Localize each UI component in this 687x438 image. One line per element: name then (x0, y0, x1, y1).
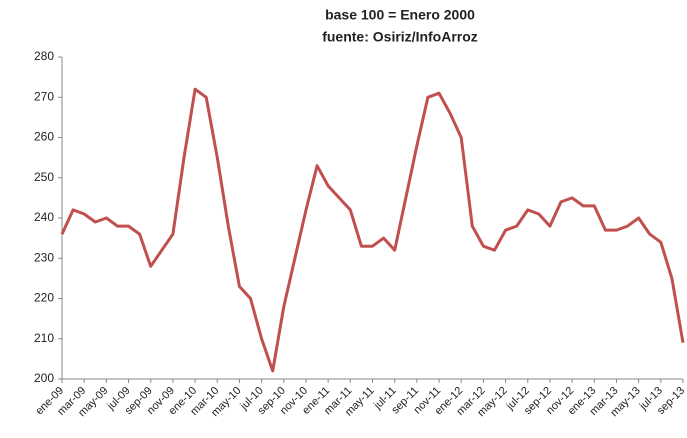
y-tick-label: 240 (34, 210, 54, 224)
y-tick-label: 230 (34, 250, 54, 264)
y-tick-label: 210 (34, 331, 54, 345)
y-tick-label: 200 (34, 371, 54, 385)
chart-subtitle: fuente: Osiriz/InfoArroz (322, 29, 478, 45)
y-tick-label: 280 (34, 49, 54, 63)
chart-title: base 100 = Enero 2000 (325, 7, 475, 23)
y-tick-label: 260 (34, 130, 54, 144)
y-tick-label: 270 (34, 89, 54, 103)
series-line (60, 87, 685, 373)
y-tick-label: 220 (34, 291, 54, 305)
y-tick-label: 250 (34, 170, 54, 184)
